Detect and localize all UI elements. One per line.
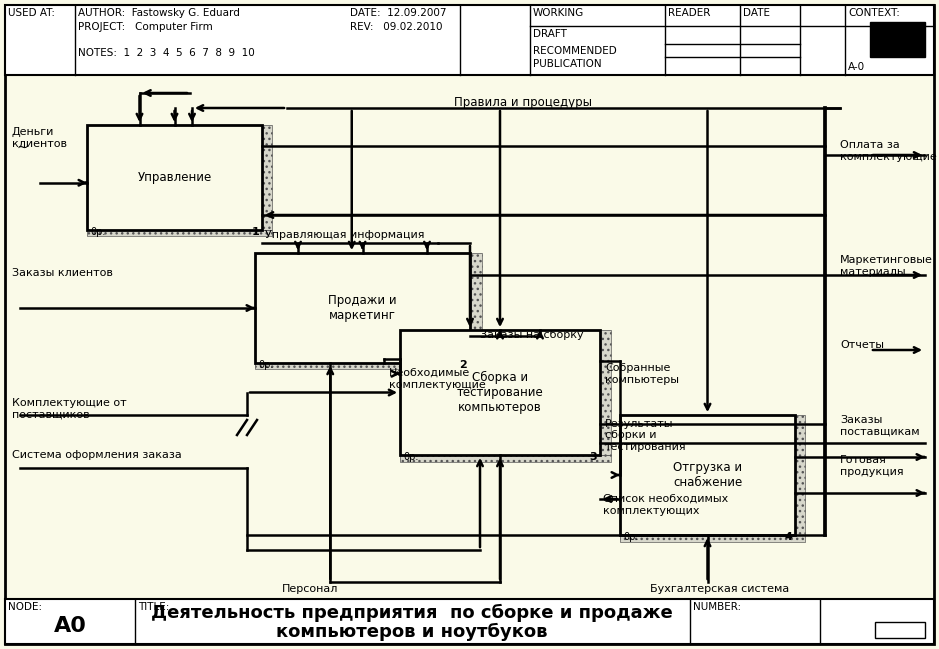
Text: CONTEXT:: CONTEXT: xyxy=(848,8,900,18)
Bar xyxy=(400,330,600,455)
Text: 4: 4 xyxy=(784,532,792,542)
Text: Отчеты: Отчеты xyxy=(840,340,884,350)
Bar xyxy=(620,535,805,542)
Text: USED AT:: USED AT: xyxy=(8,8,55,18)
Text: Заказы
поставщикам: Заказы поставщикам xyxy=(840,415,919,437)
Bar xyxy=(87,125,262,230)
Bar xyxy=(795,415,805,535)
Text: Бухгалтерская система: Бухгалтерская система xyxy=(651,584,790,594)
Text: AUTHOR:  Fastowsky G. Eduard: AUTHOR: Fastowsky G. Eduard xyxy=(78,8,239,18)
Bar xyxy=(262,125,271,230)
Text: 3: 3 xyxy=(590,452,597,462)
Text: Отгрузка и
снабжение: Отгрузка и снабжение xyxy=(673,461,742,489)
Text: Список необходимых
комплектующих: Список необходимых комплектующих xyxy=(603,494,729,515)
Text: Сборка и
тестирование
компьютеров: Сборка и тестирование компьютеров xyxy=(456,371,544,414)
Bar xyxy=(255,253,470,363)
Bar xyxy=(5,599,934,644)
Text: Комплектующие от
поставщиков: Комплектующие от поставщиков xyxy=(12,398,127,420)
Text: Деятельность предприятия  по сборке и продаже: Деятельность предприятия по сборке и про… xyxy=(151,604,673,622)
Text: READER: READER xyxy=(668,8,711,18)
Bar xyxy=(600,330,611,455)
Text: 0р.: 0р. xyxy=(258,360,273,370)
Bar xyxy=(875,622,925,638)
Bar xyxy=(87,230,271,236)
Text: Правила и процедуры: Правила и процедуры xyxy=(454,96,592,109)
Text: TITLE:: TITLE: xyxy=(138,602,169,612)
Text: 0р.: 0р. xyxy=(403,452,419,462)
Bar xyxy=(255,363,482,369)
Bar xyxy=(400,455,611,462)
Text: Персонал: Персонал xyxy=(282,584,338,594)
Text: Результаты
сборки и
тестирования: Результаты сборки и тестирования xyxy=(605,419,686,452)
Text: WORKING: WORKING xyxy=(533,8,584,18)
Text: 0р.: 0р. xyxy=(90,227,105,237)
Text: DRAFT: DRAFT xyxy=(533,29,567,39)
Bar xyxy=(400,455,611,462)
Text: NOTES:  1  2  3  4  5  6  7  8  9  10: NOTES: 1 2 3 4 5 6 7 8 9 10 xyxy=(78,48,254,58)
Bar xyxy=(5,5,934,75)
Text: REV:   09.02.2010: REV: 09.02.2010 xyxy=(350,22,442,32)
Text: RECOMMENDED: RECOMMENDED xyxy=(533,46,617,56)
Bar xyxy=(620,535,805,542)
Text: Маркетинговые
материалы: Маркетинговые материалы xyxy=(840,255,932,276)
Text: PROJECT:   Computer Firm: PROJECT: Computer Firm xyxy=(78,22,213,32)
Text: Оплата за
комплектующие: Оплата за комплектующие xyxy=(840,140,937,162)
Text: Управление: Управление xyxy=(137,171,211,184)
Bar xyxy=(470,253,482,363)
Text: Заказы на сборку: Заказы на сборку xyxy=(480,330,584,341)
Text: Готовая
продукция: Готовая продукция xyxy=(840,455,903,476)
Bar xyxy=(620,415,795,535)
Text: A0: A0 xyxy=(54,616,86,636)
Text: 1: 1 xyxy=(252,227,259,237)
Bar xyxy=(795,415,805,535)
Text: Продажи и
маркетинг: Продажи и маркетинг xyxy=(329,294,397,322)
Bar xyxy=(870,22,925,57)
Text: ~: ~ xyxy=(17,141,28,155)
Bar xyxy=(262,125,271,230)
Text: Система оформления заказа: Система оформления заказа xyxy=(12,450,182,460)
Text: Управляющая информация: Управляющая информация xyxy=(265,230,424,240)
Text: DATE: DATE xyxy=(743,8,770,18)
Text: 2: 2 xyxy=(459,360,467,370)
Bar xyxy=(255,363,482,369)
Text: Заказы клиентов: Заказы клиентов xyxy=(12,268,113,278)
Text: NODE:: NODE: xyxy=(8,602,42,612)
Text: A-0: A-0 xyxy=(848,62,865,72)
Bar xyxy=(87,230,271,236)
Text: Необходимые
комплектующие: Необходимые комплектующие xyxy=(389,368,485,389)
Bar xyxy=(470,253,482,363)
Text: 0р.: 0р. xyxy=(623,532,639,542)
Text: Собранные
компьютеры: Собранные компьютеры xyxy=(605,363,679,385)
Text: NUMBER:: NUMBER: xyxy=(693,602,741,612)
Text: компьютеров и ноутбуков: компьютеров и ноутбуков xyxy=(276,623,547,641)
Bar xyxy=(600,330,611,455)
Text: Деньги
клиентов: Деньги клиентов xyxy=(12,127,67,149)
Text: DATE:  12.09.2007: DATE: 12.09.2007 xyxy=(350,8,447,18)
Text: PUBLICATION: PUBLICATION xyxy=(533,59,602,69)
